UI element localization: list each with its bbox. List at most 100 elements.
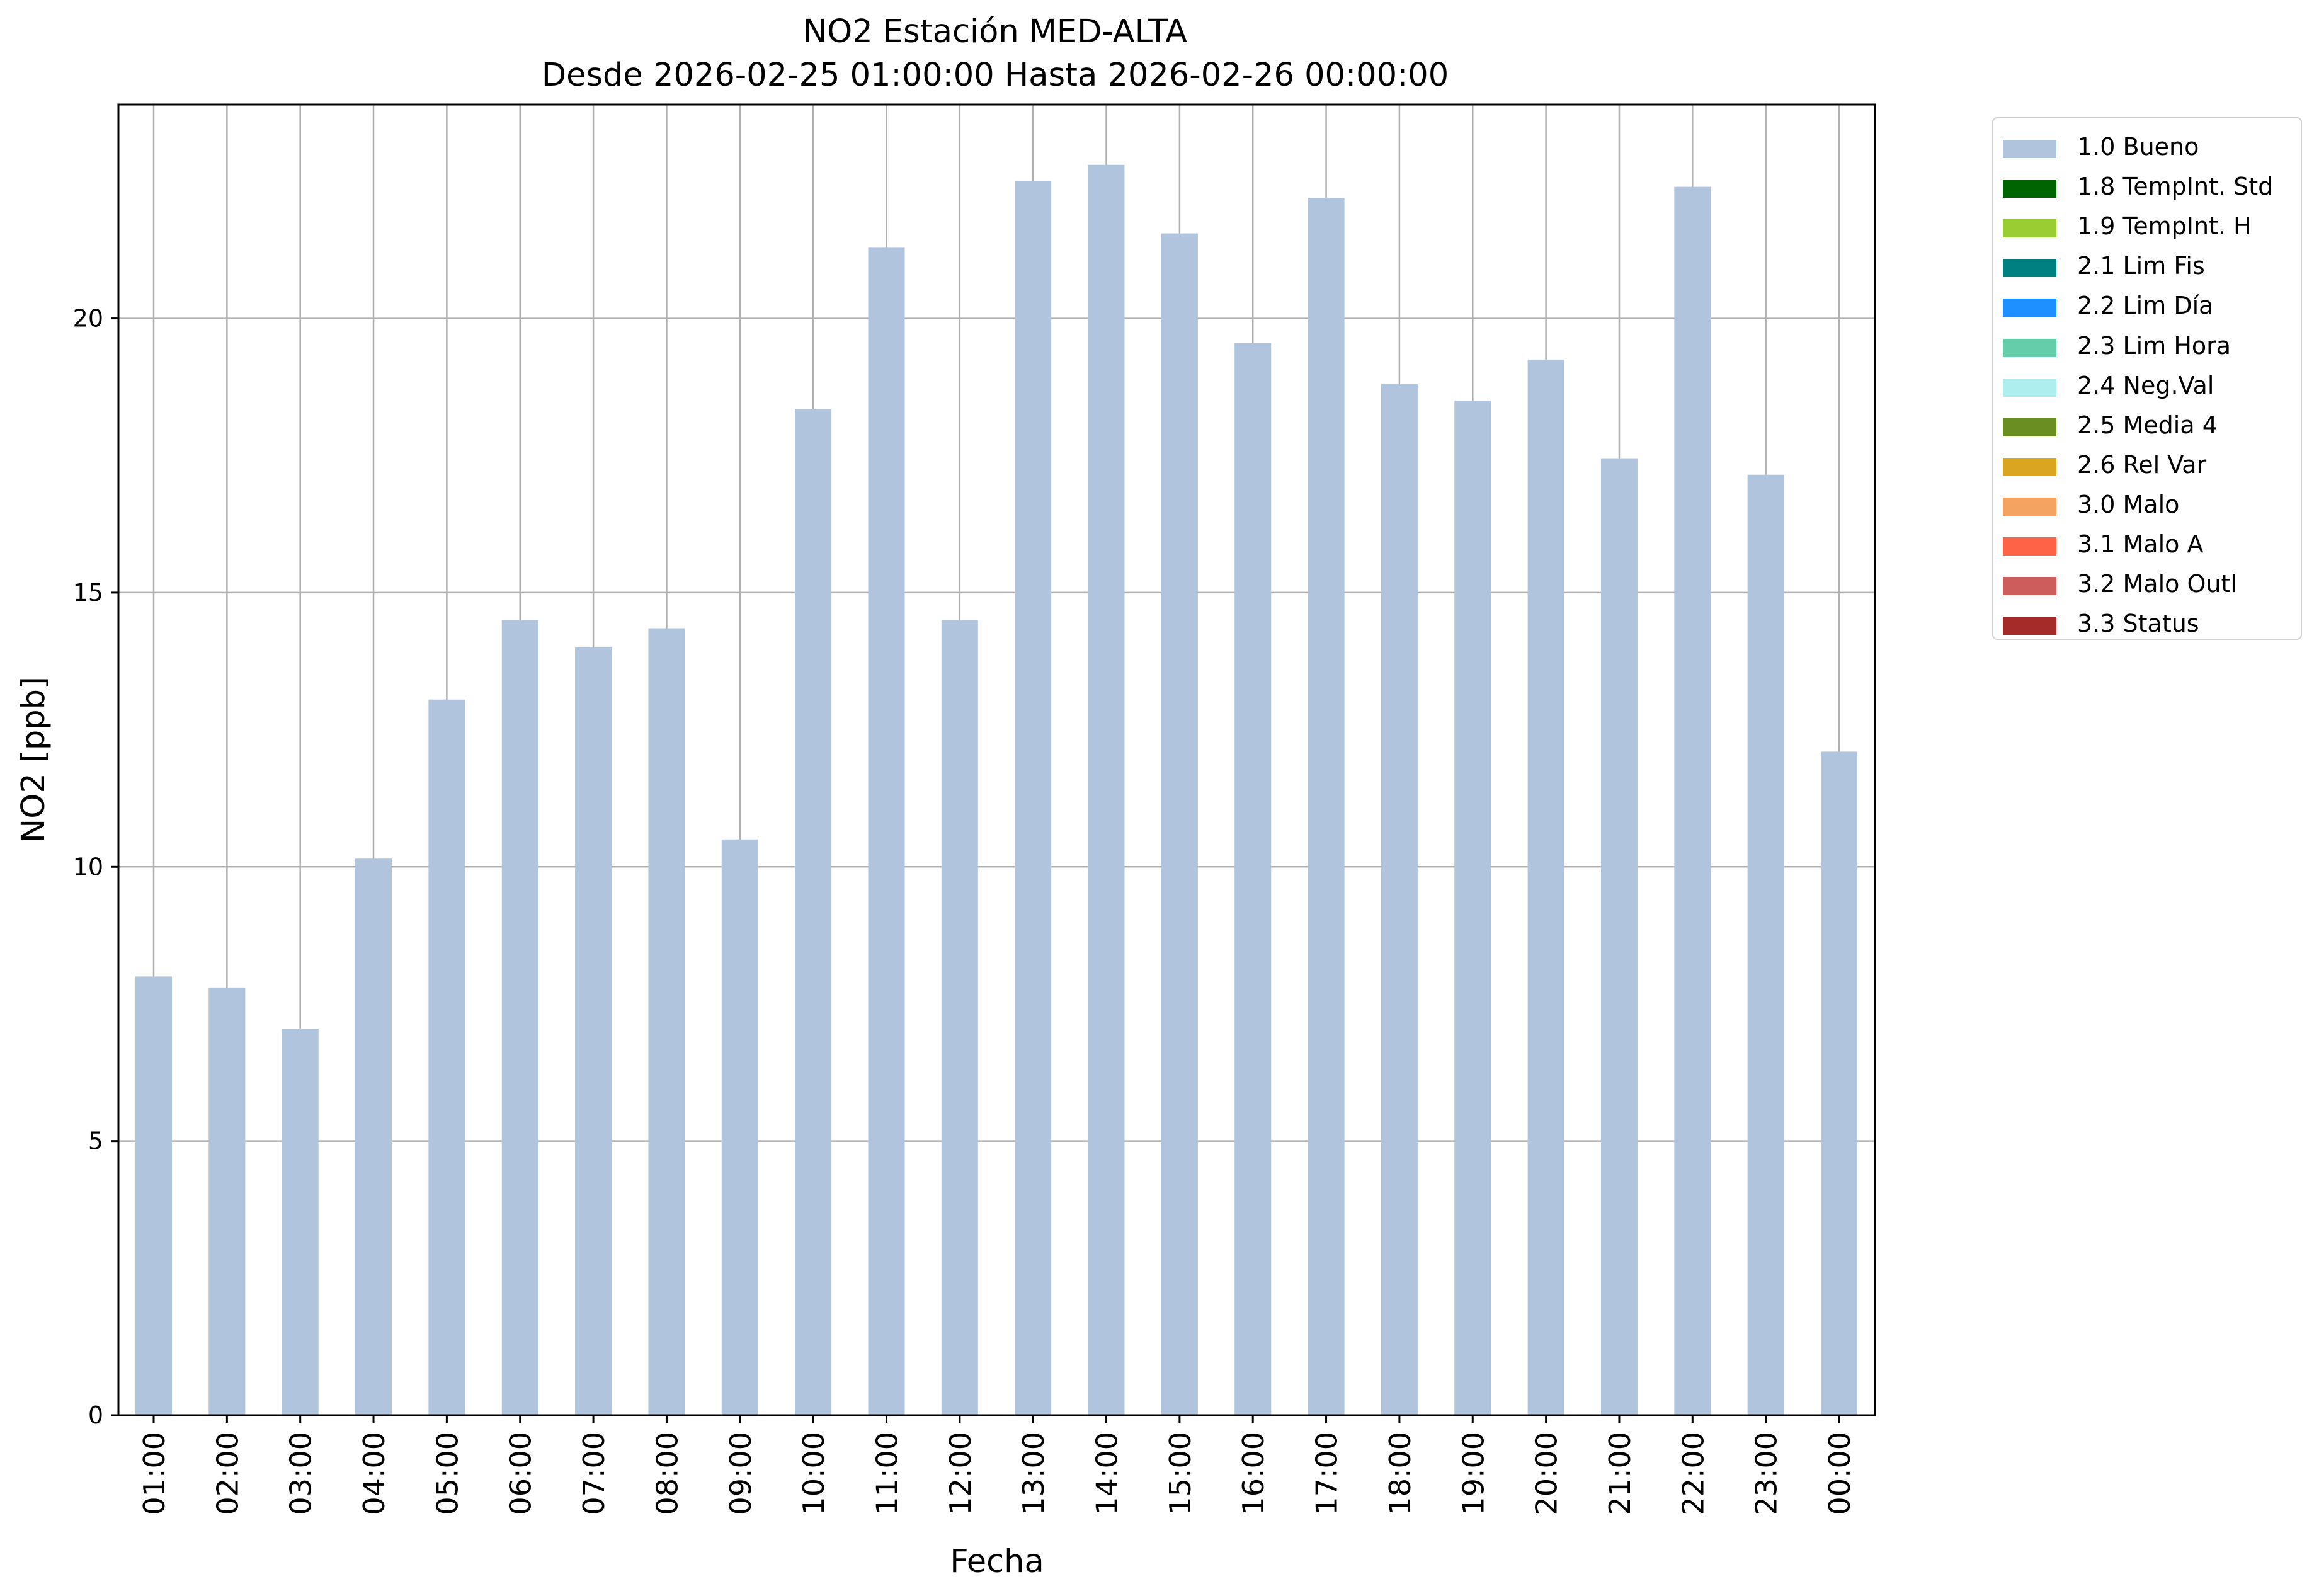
legend-label: 3.3 Status: [2077, 610, 2199, 638]
x-tick-label: 11:00: [870, 1432, 904, 1515]
bar-0300: [282, 1029, 319, 1415]
bar-1100: [868, 247, 905, 1415]
x-tick-label: 09:00: [724, 1432, 758, 1515]
legend-label: 2.3 Lim Hora: [2077, 331, 2231, 360]
x-tick-label: 19:00: [1456, 1432, 1490, 1515]
bar-2000: [1527, 359, 1564, 1415]
legend-label: 2.4 Neg.Val: [2077, 371, 2214, 399]
legend-swatch: [2003, 577, 2056, 596]
x-tick-label: 17:00: [1310, 1432, 1344, 1515]
x-tick-label: 06:00: [504, 1432, 538, 1515]
x-tick-label: 08:00: [650, 1432, 684, 1515]
y-tick-label: 10: [73, 853, 103, 881]
legend-swatch: [2003, 299, 2056, 317]
x-axis-ticks: 01:00 02:00 03:00 04:00 05:00 06:00 07:00 08:00…: [137, 1415, 1857, 1515]
x-tick-label: 14:00: [1090, 1432, 1124, 1515]
x-tick-label: 20:00: [1530, 1432, 1564, 1515]
plot-frame: [117, 103, 1876, 1416]
bar-0800: [648, 628, 685, 1415]
x-tick-label: 16:00: [1236, 1432, 1270, 1515]
x-tick-label: 00:00: [1823, 1432, 1857, 1515]
bar-0700: [575, 647, 612, 1415]
x-tick-label: 21:00: [1603, 1432, 1637, 1515]
bar-0100: [135, 976, 172, 1415]
legend-item: 3.1 Malo A: [1993, 525, 2301, 564]
legend-item: 1.0 Bueno: [1993, 127, 2301, 167]
bar-1300: [1015, 181, 1052, 1416]
x-tick-label: 02:00: [210, 1432, 244, 1515]
legend-label: 3.1 Malo A: [2077, 530, 2204, 558]
x-axis-label: Fecha: [950, 1543, 1044, 1580]
legend-label: 1.8 TempInt. Std: [2077, 173, 2274, 201]
bar-1500: [1161, 233, 1198, 1415]
legend-swatch: [2003, 617, 2056, 636]
legend-item: 2.2 Lim Día: [1993, 286, 2301, 326]
bar-0900: [721, 839, 758, 1415]
legend-item: 3.0 Malo: [1993, 485, 2301, 525]
legend-swatch: [2003, 338, 2056, 357]
bar-1900: [1454, 401, 1491, 1415]
legend-item: 1.8 TempInt. Std: [1993, 167, 2301, 207]
legend-swatch: [2003, 457, 2056, 476]
x-tick-label: 23:00: [1750, 1432, 1784, 1515]
bar-1200: [941, 620, 978, 1415]
legend-swatch: [2003, 537, 2056, 556]
legend-swatch: [2003, 219, 2056, 238]
x-tick-label: 15:00: [1163, 1432, 1197, 1515]
legend-label: 2.1 Lim Fis: [2077, 252, 2205, 280]
legend-label: 3.2 Malo Outl: [2077, 570, 2237, 598]
legend-item: 2.3 Lim Hora: [1993, 326, 2301, 366]
y-tick-label: 15: [73, 579, 103, 607]
x-tick-label: 07:00: [577, 1432, 611, 1515]
legend-item: 2.6 Rel Var: [1993, 445, 2301, 485]
x-tick-label: 05:00: [430, 1432, 464, 1515]
bar-2300: [1747, 474, 1784, 1415]
bar-0000: [1821, 751, 1857, 1415]
legend-label: 3.0 Malo: [2077, 490, 2180, 518]
legend-item: 2.1 Lim Fis: [1993, 246, 2301, 286]
bar-0200: [208, 987, 246, 1415]
bars: [135, 164, 1857, 1416]
bar-0500: [428, 699, 465, 1415]
legend-swatch: [2003, 180, 2056, 198]
legend-swatch: [2003, 378, 2056, 397]
legend-item: 2.4 Neg.Val: [1993, 366, 2301, 406]
legend-label: 2.5 Media 4: [2077, 411, 2218, 439]
chart-title: NO2 Estación MED-ALTA: [803, 13, 1187, 50]
legend-label: 1.0 Bueno: [2077, 133, 2199, 161]
bar-1600: [1234, 343, 1272, 1415]
x-tick-label: 12:00: [943, 1432, 977, 1515]
legend-item: 2.5 Media 4: [1993, 406, 2301, 445]
bar-2200: [1674, 186, 1711, 1415]
bar-2100: [1600, 458, 1638, 1415]
y-tick-label: 5: [88, 1127, 103, 1155]
bar-0600: [501, 620, 538, 1415]
x-tick-label: 04:00: [357, 1432, 391, 1515]
legend-label: 1.9 TempInt. H: [2077, 212, 2252, 241]
legend-swatch: [2003, 140, 2056, 158]
x-tick-label: 13:00: [1017, 1432, 1051, 1515]
legend-label: 2.6 Rel Var: [2077, 450, 2207, 479]
x-tick-label: 03:00: [284, 1432, 318, 1515]
y-axis-ticks: 0 5 10 15 20: [73, 305, 118, 1429]
legend-swatch: [2003, 497, 2056, 516]
legend-swatch: [2003, 259, 2056, 278]
y-axis-label: NO2 [ppb]: [15, 676, 52, 843]
legend-label: 2.2 Lim Día: [2077, 292, 2214, 320]
bar-1400: [1088, 164, 1125, 1416]
legend-item: 3.3 Status: [1993, 604, 2301, 644]
x-tick-label: 10:00: [797, 1432, 831, 1515]
y-tick-label: 20: [73, 305, 103, 333]
bar-1800: [1381, 384, 1418, 1415]
x-tick-label: 01:00: [137, 1432, 171, 1515]
legend-item: 1.9 TempInt. H: [1993, 207, 2301, 246]
chart-subtitle: Desde 2026-02-25 01:00:00 Hasta 2026-02-…: [542, 57, 1449, 94]
x-tick-label: 22:00: [1676, 1432, 1710, 1515]
bar-1000: [795, 409, 832, 1415]
y-tick-label: 0: [88, 1401, 103, 1429]
bar-1700: [1308, 198, 1345, 1415]
legend-item: 3.2 Malo Outl: [1993, 564, 2301, 604]
legend-swatch: [2003, 418, 2056, 436]
legend: 1.0 Bueno 1.8 TempInt. Std 1.9 TempInt. H 2…: [1992, 117, 2302, 640]
